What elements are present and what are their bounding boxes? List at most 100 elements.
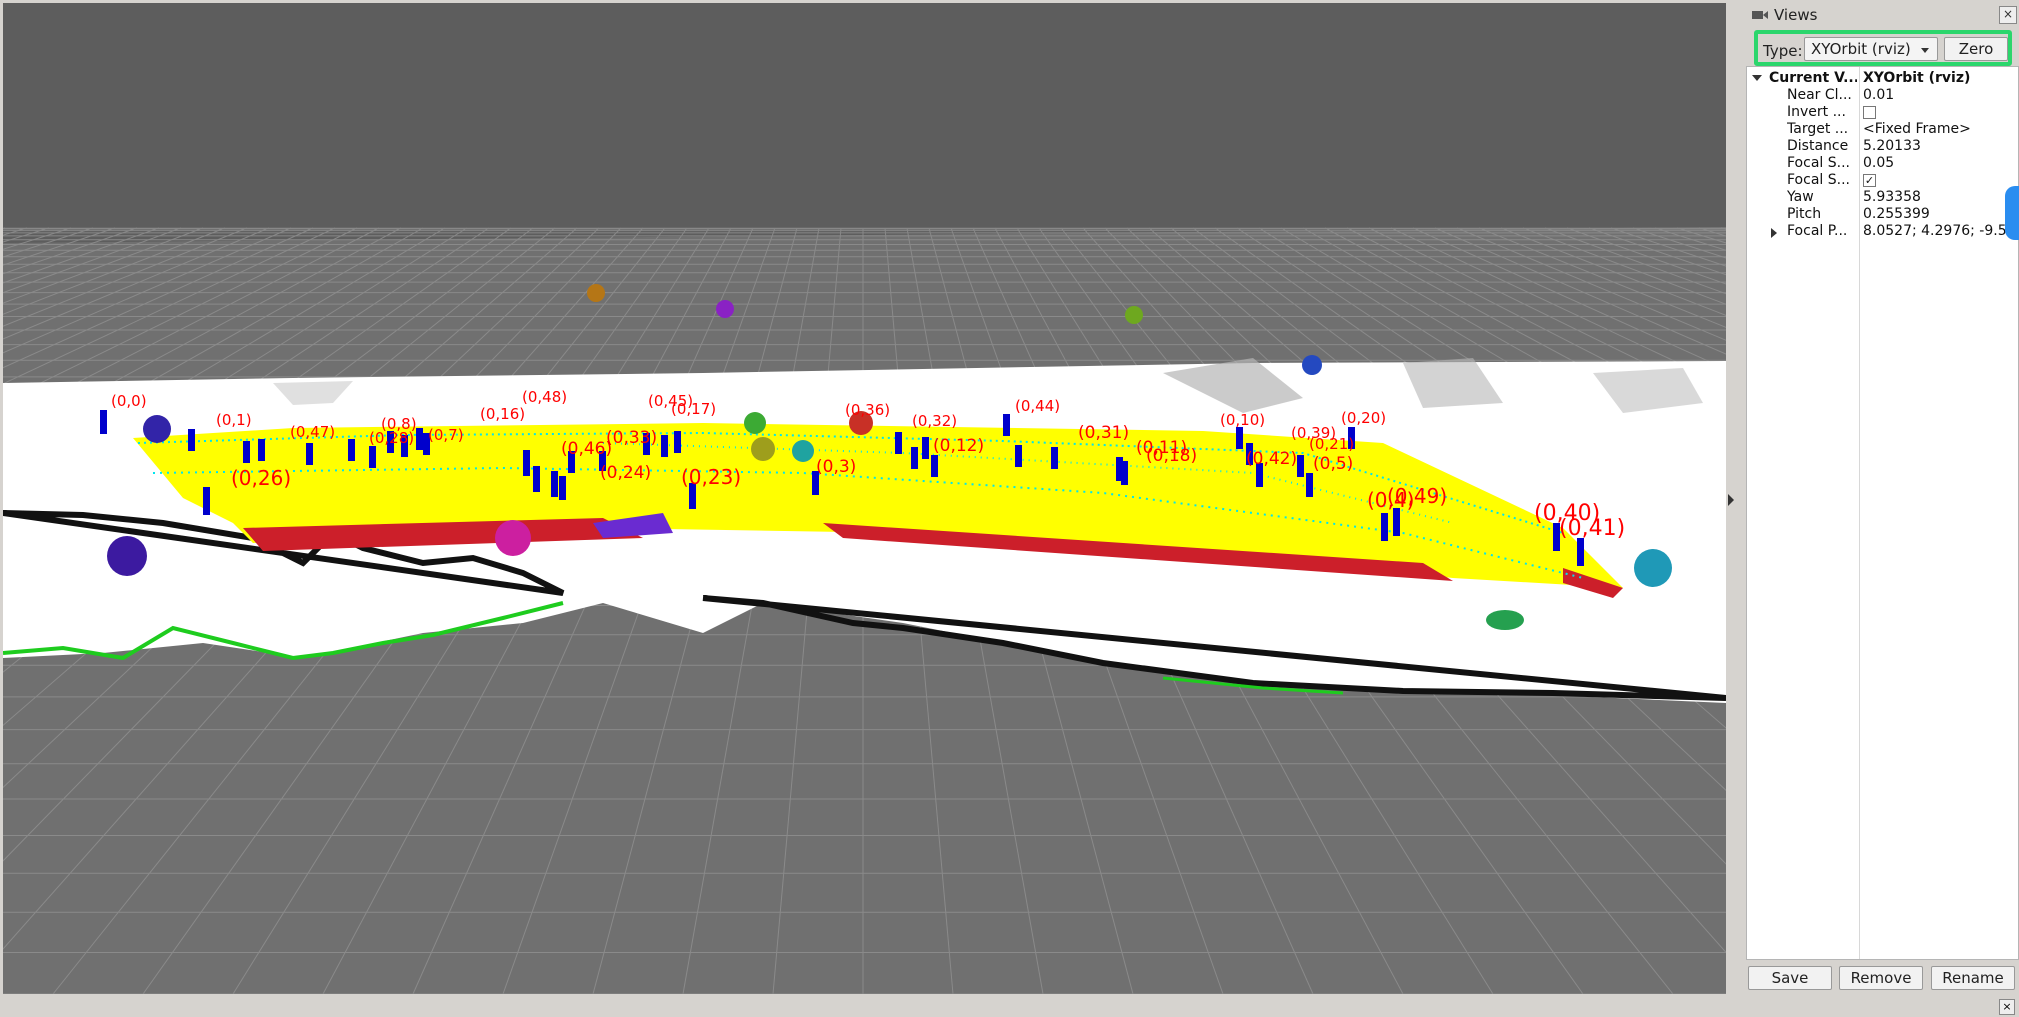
property-row-distance[interactable]: Distance 5.20133 [1747, 138, 2018, 155]
chevron-down-icon [1921, 48, 1929, 53]
pose-marker [559, 476, 566, 500]
marker-label: (0,12) [933, 436, 984, 456]
pose-marker [911, 447, 918, 469]
property-tree[interactable]: Current V... XYOrbit (rviz) Near Cl... 0… [1746, 66, 2019, 960]
property-key: Pitch [1787, 206, 1822, 222]
side-tab-handle[interactable] [2005, 186, 2019, 240]
marker-label: (0,32) [912, 412, 957, 430]
property-value[interactable]: 5.93358 [1863, 189, 1921, 205]
marker-label: (0,48) [522, 388, 567, 406]
property-row-current-view[interactable]: Current V... XYOrbit (rviz) [1747, 70, 2018, 87]
pose-marker [258, 439, 265, 461]
marker-label: (0,33) [606, 428, 657, 448]
marker-label: (0,36) [845, 401, 890, 419]
pose-marker [188, 429, 195, 451]
view-type-select[interactable]: XYOrbit (rviz) [1804, 37, 1938, 61]
pose-marker [643, 433, 650, 455]
marker-label: (0,10) [1220, 411, 1265, 429]
pose-marker [1003, 414, 1010, 436]
property-value[interactable]: 0.01 [1863, 87, 1895, 103]
property-value[interactable]: 0.05 [1863, 155, 1895, 171]
marker-label: (0,41) [1559, 516, 1625, 541]
marker-label: (0,40) [1534, 501, 1600, 526]
expand-arrow-icon[interactable] [1752, 75, 1762, 81]
pose-marker [1236, 427, 1243, 449]
property-key: Distance [1787, 138, 1849, 154]
pose-marker [1577, 538, 1584, 566]
property-value[interactable]: 5.20133 [1863, 138, 1921, 154]
expand-arrow-icon[interactable] [1771, 228, 1777, 238]
marker-labels: (0,0) (0,1) (0,26) (0,47) (0,28) (0,8) (… [111, 388, 1625, 541]
property-row-focal-shape-size[interactable]: Focal S... 0.05 [1747, 155, 2018, 172]
pose-marker [1256, 463, 1263, 487]
invert-checkbox[interactable] [1863, 106, 1876, 119]
rename-button[interactable]: Rename [1931, 966, 2015, 990]
marker-label: (0,24) [600, 463, 651, 483]
marker-label: (0,46) [561, 439, 612, 459]
close-panel-button[interactable]: × [1999, 6, 2017, 24]
property-row-near-clip[interactable]: Near Cl... 0.01 [1747, 87, 2018, 104]
marker-label: (0,44) [1015, 397, 1060, 415]
pose-marker [243, 441, 250, 463]
marker-label: (0,0) [111, 392, 147, 410]
scene-canvas[interactable]: (0,0) (0,1) (0,26) (0,47) (0,28) (0,8) (… [3, 3, 1726, 994]
pose-marker [533, 466, 540, 492]
rviz-3d-viewport[interactable]: (0,0) (0,1) (0,26) (0,47) (0,28) (0,8) (… [3, 3, 1726, 994]
pose-markers [100, 410, 1584, 566]
marker-label: (0,18) [1146, 446, 1197, 466]
property-row-target-frame[interactable]: Target ... <Fixed Frame> [1747, 121, 2018, 138]
marker-label: (0,26) [231, 466, 291, 490]
property-key: Focal S... [1787, 172, 1850, 188]
marker-label: (0,4) [1367, 488, 1414, 512]
property-value[interactable]: 0.255399 [1863, 206, 1930, 222]
column-divider[interactable] [1859, 67, 1860, 959]
property-value[interactable]: 8.0527; 4.2976; -9.5... [1863, 223, 2015, 239]
camera-icon [1752, 11, 1768, 19]
property-row-pitch[interactable]: Pitch 0.255399 [1747, 206, 2018, 223]
pose-marker [1051, 447, 1058, 469]
property-value: XYOrbit (rviz) [1863, 70, 1971, 86]
property-key: Focal P... [1787, 223, 1848, 239]
property-row-focal-shape-fixed[interactable]: Focal S... ✓ [1747, 172, 2018, 189]
pose-marker [523, 450, 530, 476]
property-row-invert[interactable]: Invert ... [1747, 104, 2018, 121]
marker-label: (0,11) [1136, 438, 1187, 458]
pose-marker [1348, 427, 1355, 449]
views-title-bar[interactable]: Views × [1746, 3, 2019, 27]
zero-button[interactable]: Zero [1944, 37, 2008, 61]
property-key: Focal S... [1787, 155, 1850, 171]
pose-marker [922, 437, 929, 459]
marker-label: (0,5) [1313, 454, 1353, 474]
property-row-yaw[interactable]: Yaw 5.93358 [1747, 189, 2018, 206]
property-key: Invert ... [1787, 104, 1846, 120]
marker-label: (0,3) [816, 457, 856, 477]
marker-label: (0,49) [1387, 484, 1447, 508]
pose-marker [100, 410, 107, 434]
marker-label: (0,31) [1078, 423, 1129, 443]
pose-marker [369, 446, 376, 468]
landmark-spheres [107, 284, 1672, 630]
close-time-panel-button[interactable]: × [1999, 999, 2015, 1015]
pose-marker [1121, 461, 1128, 485]
pose-marker [401, 435, 408, 457]
marker-label: (0,21) [1309, 435, 1354, 453]
collapse-arrow-icon[interactable] [1728, 494, 1734, 506]
focal-shape-checkbox[interactable]: ✓ [1863, 174, 1876, 187]
pose-marker [423, 433, 430, 455]
pose-marker [1297, 455, 1304, 477]
pose-marker [1246, 443, 1253, 465]
property-row-focal-point[interactable]: Focal P... 8.0527; 4.2976; -9.5... [1747, 223, 2018, 240]
property-key: Yaw [1787, 189, 1814, 205]
remove-button[interactable]: Remove [1839, 966, 1923, 990]
pose-marker [568, 451, 575, 473]
marker-label: (0,17) [671, 400, 716, 418]
save-button[interactable]: Save [1748, 966, 1832, 990]
pose-marker [674, 431, 681, 453]
type-label: Type: [1763, 42, 1803, 60]
marker-label: (0,16) [480, 405, 525, 423]
pose-marker [1306, 473, 1313, 497]
marker-label: (0,42) [1246, 449, 1297, 469]
panel-splitter[interactable] [1726, 3, 1746, 994]
pose-marker [387, 431, 394, 453]
property-value[interactable]: <Fixed Frame> [1863, 121, 1971, 137]
